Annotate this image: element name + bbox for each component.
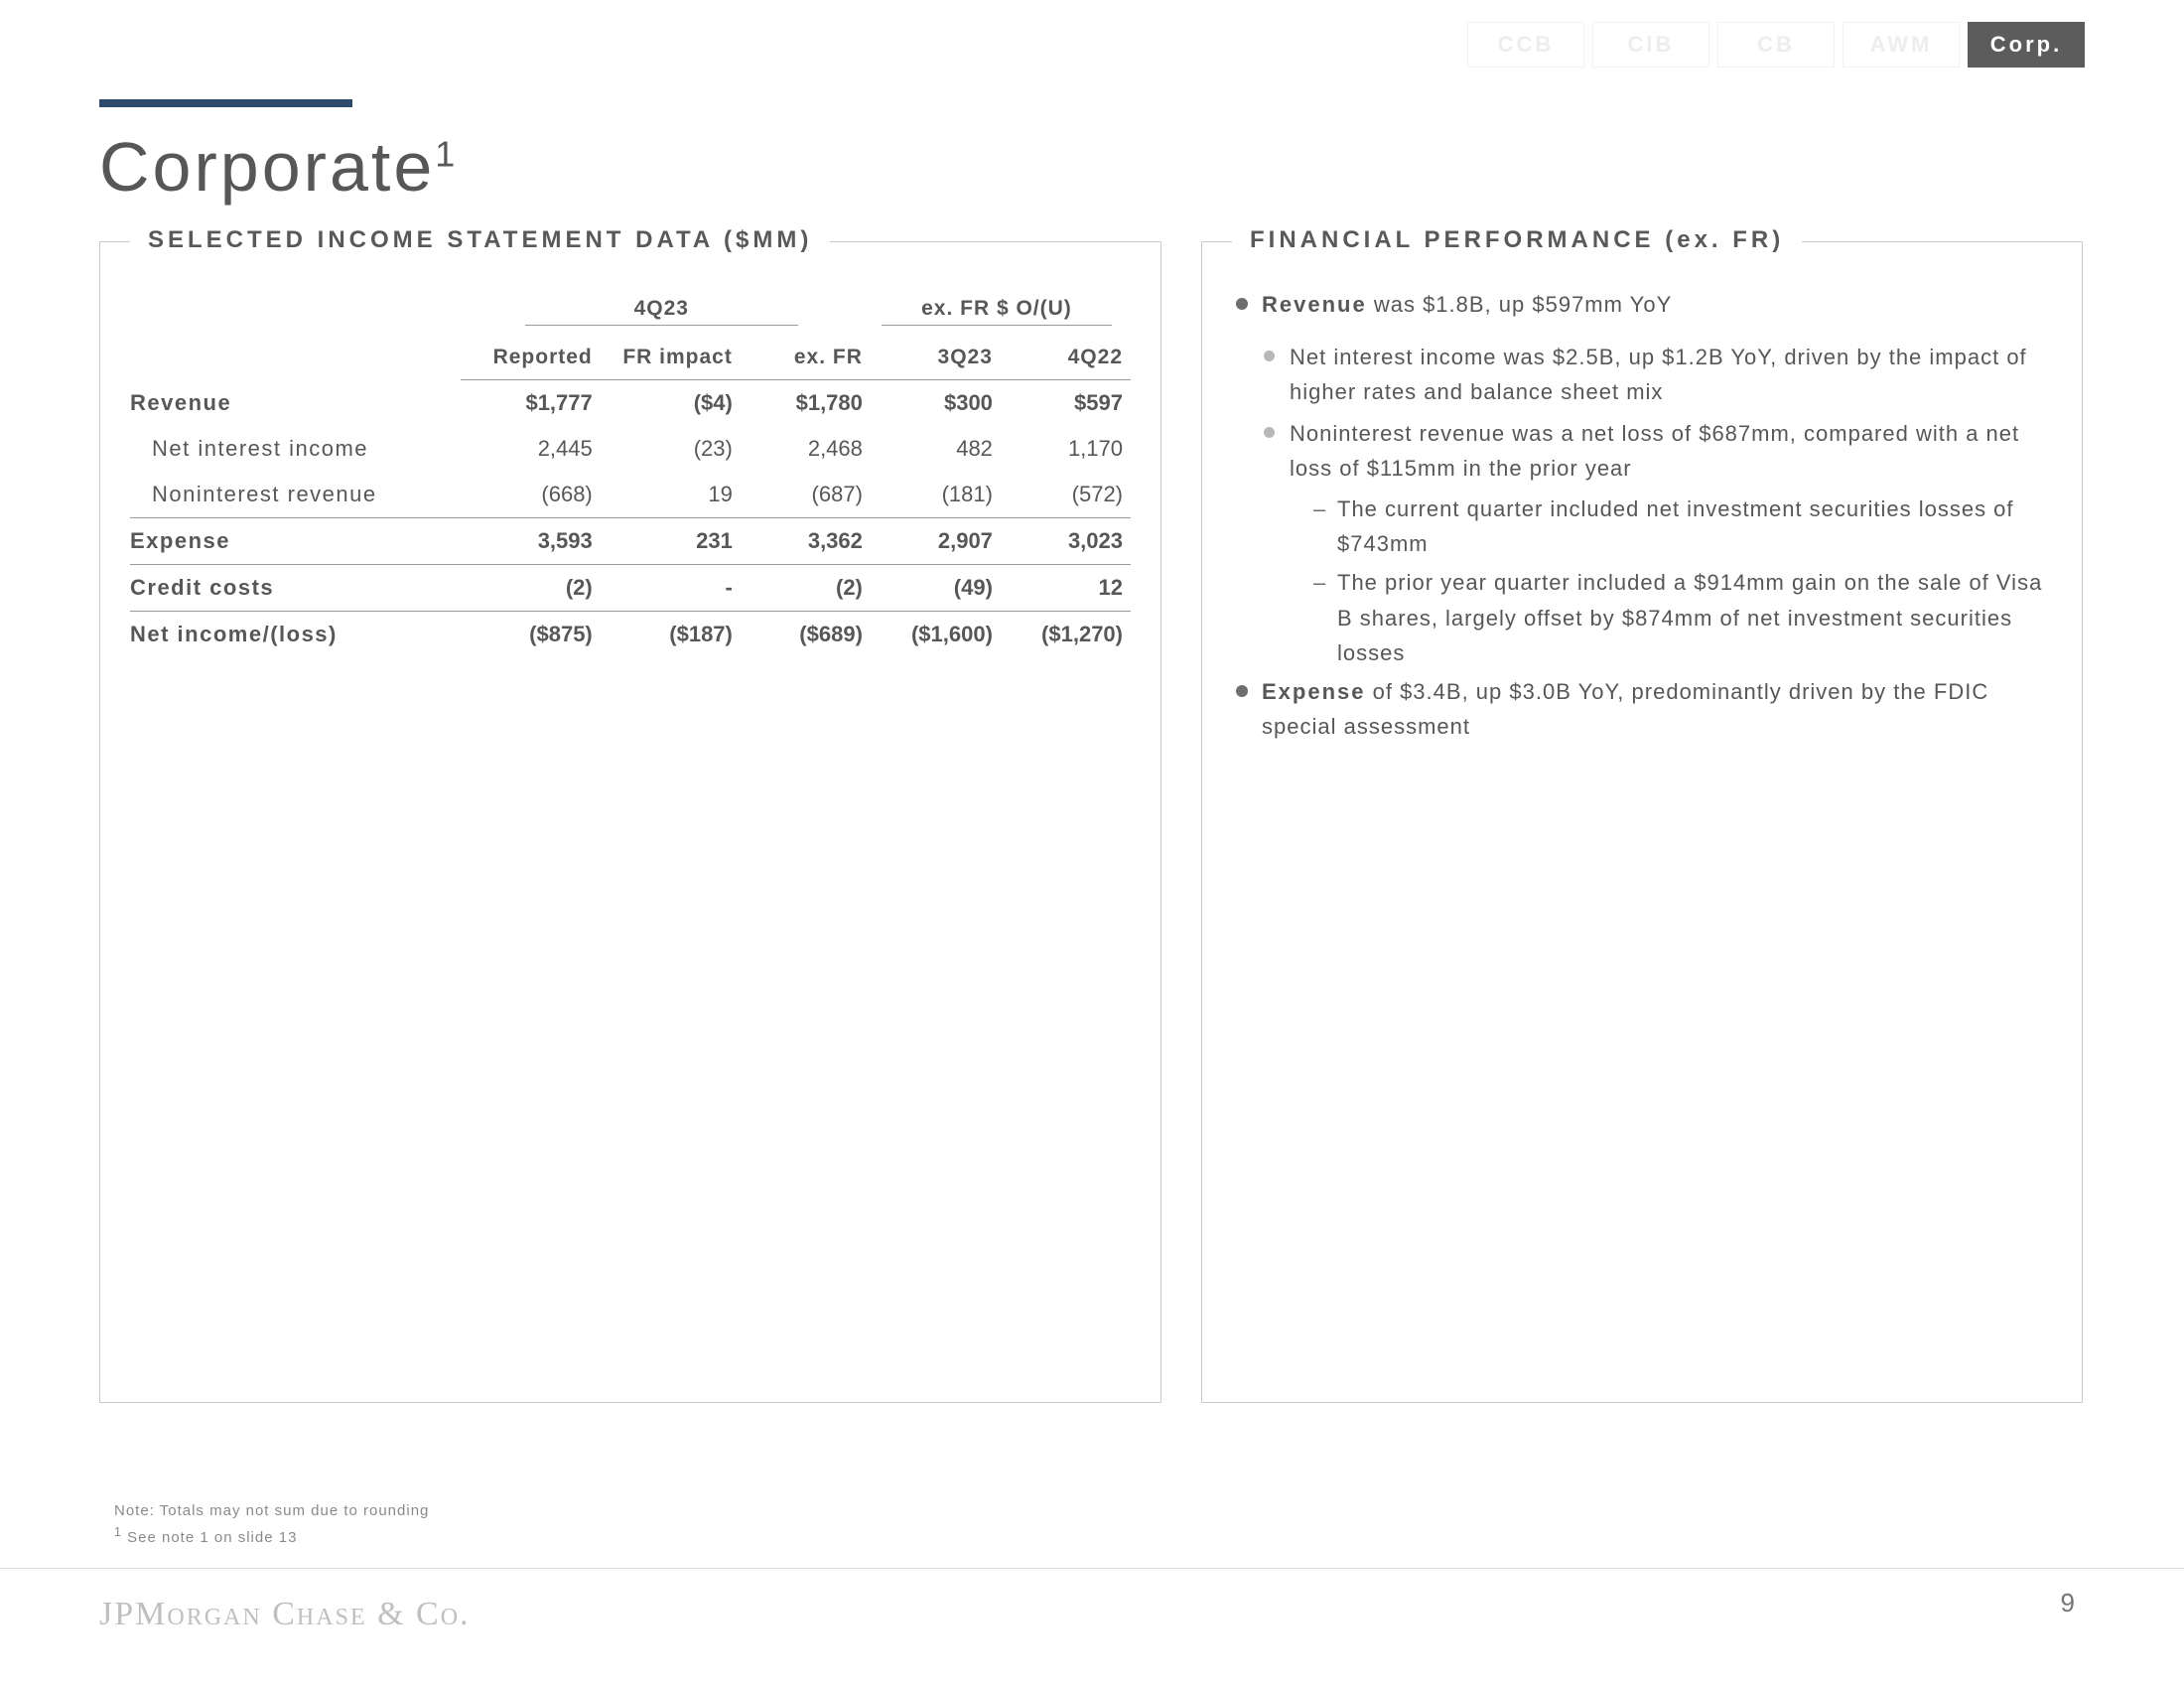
page-title-sup: 1 [435,134,458,175]
cell: - [601,565,741,612]
bullet-lvl2: Net interest income was $2.5B, up $1.2B … [1260,340,2052,409]
segment-tabstrip: CCBCIBCBAWMCorp. [1467,22,2085,68]
cell: ($1,270) [1001,612,1131,658]
accent-bar [99,99,352,107]
table-row: Credit costs(2)-(2)(49)12 [130,565,1131,612]
cell: ($689) [741,612,871,658]
super-header-4q23: 4Q23 [525,297,798,326]
col-fr-impact: FR impact [601,336,741,380]
cell: ($187) [601,612,741,658]
tab-cib[interactable]: CIB [1592,22,1709,68]
tab-corp[interactable]: Corp. [1968,22,2085,68]
row-label: Credit costs [130,565,461,612]
super-header-ou: ex. FR $ O/(U) [882,297,1112,326]
cell: ($4) [601,380,741,427]
cell: $1,780 [741,380,871,427]
cell: ($875) [461,612,601,658]
page-number: 9 [2061,1588,2075,1618]
panel-income-statement: SELECTED INCOME STATEMENT DATA ($MM) 4Q2… [99,241,1161,1403]
panel-title-perf: FINANCIAL PERFORMANCE (ex. FR) [1232,226,1802,254]
col-reported: Reported [461,336,601,380]
cell: 2,907 [871,518,1001,565]
col-3q23: 3Q23 [871,336,1001,380]
income-table: 4Q23 ex. FR $ O/(U) Reported FR impact e… [130,287,1131,657]
row-label: Revenue [130,380,461,427]
table-row: Net interest income2,445(23)2,4684821,17… [130,426,1131,472]
cell: 19 [601,472,741,518]
cell: (49) [871,565,1001,612]
income-table-body: Revenue$1,777($4)$1,780$300$597Net inter… [130,380,1131,658]
bullet-lvl3: The prior year quarter included a $914mm… [1309,565,2052,670]
page-title: Corporate1 [99,127,2085,207]
cell: 3,593 [461,518,601,565]
cell: 2,445 [461,426,601,472]
cell: 2,468 [741,426,871,472]
cell: (23) [601,426,741,472]
cell: (687) [741,472,871,518]
table-row: Noninterest revenue(668)19(687)(181)(572… [130,472,1131,518]
tab-cb[interactable]: CB [1717,22,1835,68]
cell: ($1,600) [871,612,1001,658]
footnote-1: Note: Totals may not sum due to rounding [114,1500,429,1523]
row-label: Noninterest revenue [130,472,461,518]
bullet-lvl3: The current quarter included net investm… [1309,492,2052,561]
page-title-text: Corporate [99,128,435,206]
bullet-lvl1: Revenue was $1.8B, up $597mm YoY [1232,287,2052,322]
cell: 3,023 [1001,518,1131,565]
cell: (2) [741,565,871,612]
footnote-2: See note 1 on slide 13 [127,1529,297,1546]
cell: (668) [461,472,601,518]
cell: 231 [601,518,741,565]
cell: 12 [1001,565,1131,612]
perf-bullets: Revenue was $1.8B, up $597mm YoY Net inte… [1232,287,2052,744]
footnote-2-sup: 1 [114,1525,122,1539]
col-4q22: 4Q22 [1001,336,1131,380]
cell: (572) [1001,472,1131,518]
tab-awm[interactable]: AWM [1843,22,1960,68]
brand-logo: JPMorgan Chase & Co. [99,1596,471,1633]
footnotes: Note: Totals may not sum due to rounding… [114,1500,429,1549]
bullet-lvl2: Noninterest revenue was a net loss of $6… [1260,416,2052,486]
cell: $597 [1001,380,1131,427]
cell: 482 [871,426,1001,472]
col-ex-fr: ex. FR [741,336,871,380]
cell: $300 [871,380,1001,427]
bullet-lvl1: Expense of $3.4B, up $3.0B YoY, predomin… [1232,674,2052,744]
panel-title-income: SELECTED INCOME STATEMENT DATA ($MM) [130,226,830,254]
footer-rule [0,1568,2184,1569]
cell: (181) [871,472,1001,518]
row-label: Net interest income [130,426,461,472]
cell: 3,362 [741,518,871,565]
cell: $1,777 [461,380,601,427]
panel-financial-performance: FINANCIAL PERFORMANCE (ex. FR) Revenue w… [1201,241,2083,1403]
table-row: Net income/(loss)($875)($187)($689)($1,6… [130,612,1131,658]
row-label: Expense [130,518,461,565]
table-row: Expense3,5932313,3622,9073,023 [130,518,1131,565]
tab-ccb[interactable]: CCB [1467,22,1584,68]
cell: (2) [461,565,601,612]
cell: 1,170 [1001,426,1131,472]
table-row: Revenue$1,777($4)$1,780$300$597 [130,380,1131,427]
row-label: Net income/(loss) [130,612,461,658]
